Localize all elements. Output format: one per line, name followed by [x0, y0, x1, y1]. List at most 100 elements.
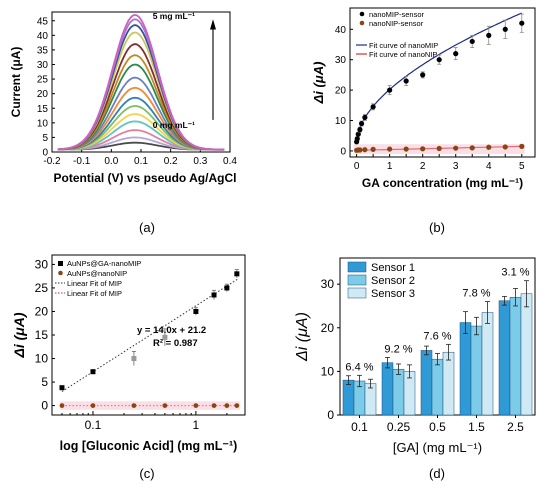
nanomip-point [436, 57, 442, 63]
y-tick-label: 35 [37, 45, 49, 56]
y-tick-label: 20 [37, 89, 49, 100]
legend-marker-nanonip [359, 20, 365, 26]
nanonip-point [362, 147, 368, 153]
mip-point [162, 334, 168, 340]
y-tick-label: 25 [37, 75, 49, 86]
y-tick-label: 30 [321, 277, 335, 291]
x-tick-label: -0.1 [73, 156, 91, 167]
nanonip-point [436, 145, 442, 152]
legend-swatch-2 [347, 274, 367, 286]
voltammogram-curve-11 [57, 54, 225, 151]
panel-label-d: (d) [429, 466, 445, 481]
nanomip-point [387, 87, 393, 93]
panel-a: -0.2 -0.1 0.0 0.1 0.2 0.3 0.4 0 5 10 15 20 25 30 35 40 4… [9, 11, 237, 235]
nanomip-point [420, 72, 426, 78]
y-tick-label: 20 [35, 304, 49, 318]
nanomip-point [403, 78, 409, 84]
mip-point [131, 356, 137, 362]
bar-sensor-1 [381, 362, 394, 416]
x-tick-label: 0 [354, 161, 360, 172]
annotation-bottom: 0 mg mL⁻¹ [153, 120, 195, 130]
legend-label-nanomip: nanoMIP-sensor [369, 10, 425, 19]
legend-label-nip: AuNPs@nanoNIP [67, 269, 127, 278]
nanonip-point [469, 145, 475, 151]
rsd-label: 3.1 % [501, 267, 529, 279]
fit-r-squared: R² = 0.987 [153, 338, 198, 349]
legend-label-nanonip: nanoNIP-sensor [369, 19, 424, 28]
bar-sensor-3 [442, 351, 455, 416]
legend-label-fit-2: Linear Fit of MIP [67, 289, 122, 298]
y-tick-label: 0 [42, 148, 48, 159]
mip-point [90, 369, 96, 375]
y-tick-label: 15 [35, 328, 49, 342]
nip-confidence-band [60, 401, 241, 410]
fit-equation: y = 14.0x + 21.2 [137, 325, 206, 336]
nanonip-point [420, 146, 426, 152]
bar-sensor-1 [420, 350, 433, 416]
rsd-label: 7.8 % [462, 288, 490, 300]
bar-sensor-2 [509, 297, 522, 416]
x-tick-label: 3 [453, 161, 459, 172]
nanonip-point [403, 146, 409, 152]
x-tick-label: 0.2 [164, 156, 178, 167]
legend-marker-nanomip [359, 11, 365, 17]
nanomip-point [370, 104, 376, 110]
nanomip-point [355, 131, 361, 137]
rsd-label: 9.2 % [384, 343, 412, 355]
nanomip-point [354, 136, 360, 142]
bar-sensor-2 [392, 368, 405, 416]
y-tick-label: 30 [37, 60, 49, 71]
x-tick-label: 1 [387, 161, 393, 172]
y-tick-label: 25 [35, 281, 49, 295]
mip-point [59, 385, 65, 391]
y-tick-label: 40 [335, 25, 347, 36]
annotation-top: 5 mg mL⁻¹ [153, 11, 195, 21]
y-tick-label: 40 [37, 31, 49, 42]
legend-label-fit-nip: Fit curve of nanoNIP [369, 50, 437, 59]
nip-point [224, 403, 230, 408]
nanomip-point [502, 26, 508, 32]
mip-point [224, 285, 230, 291]
y-axis-label: Δi (μA) [294, 312, 311, 362]
bar-sensor-2 [431, 358, 444, 416]
voltammogram-curve-16 [57, 13, 225, 151]
nanonip-point [486, 144, 492, 150]
y-tick-label: 10 [37, 118, 49, 129]
y-tick-label: 5 [42, 133, 48, 144]
y-tick-label: 45 [37, 16, 49, 27]
panel-d: 0 10 20 30 0.1 6.4 % 0.25 9.2 % 0.5 7.6 % 1.5 7.8 %… [294, 257, 536, 481]
panel-label-c: (c) [139, 466, 154, 481]
x-tick-label: 2.5 [507, 420, 524, 434]
legend-label-mip: AuNPs@GA-nanoMIP [67, 259, 141, 268]
fit-curve-nanomip [356, 12, 523, 142]
nip-point [59, 403, 65, 408]
nip-point [193, 403, 199, 408]
nanonip-point [370, 146, 376, 152]
legend-label-fit-1: Linear Fit of MIP [67, 279, 122, 288]
x-axis-label: Potential (V) vs pseudo Ag/AgCl [54, 171, 237, 185]
nanomip-point [362, 114, 368, 121]
plot-frame [349, 7, 536, 158]
nip-point [90, 403, 96, 408]
y-tick-label: 10 [321, 364, 335, 378]
y-tick-label: 0 [41, 399, 48, 413]
bar-sensor-2 [470, 325, 483, 416]
x-tick-label: 1.5 [468, 420, 485, 434]
y-tick-label: 30 [335, 55, 347, 66]
bar-sensor-1 [342, 379, 355, 416]
x-axis-label: GA concentration (mg mL⁻¹) [362, 176, 523, 190]
y-tick-label: 10 [35, 352, 49, 366]
x-tick-label: 0.4 [223, 156, 237, 167]
y-tick-label: 20 [335, 86, 347, 97]
x-axis-label: [GA] (mg mL⁻¹) [393, 440, 482, 455]
legend-marker-nip [58, 270, 63, 276]
bar-sensor-1 [459, 322, 472, 416]
panel-b: 0 1 2 3 4 5 0 10 20 30 40 nanoMIP-sensornanoNIP-sen… [311, 7, 536, 235]
x-tick-label: 0.1 [85, 418, 102, 432]
nanomip-point [519, 20, 525, 26]
nanonip-point [519, 143, 525, 149]
panel-label-a: (a) [139, 220, 155, 235]
mip-point [234, 271, 240, 277]
